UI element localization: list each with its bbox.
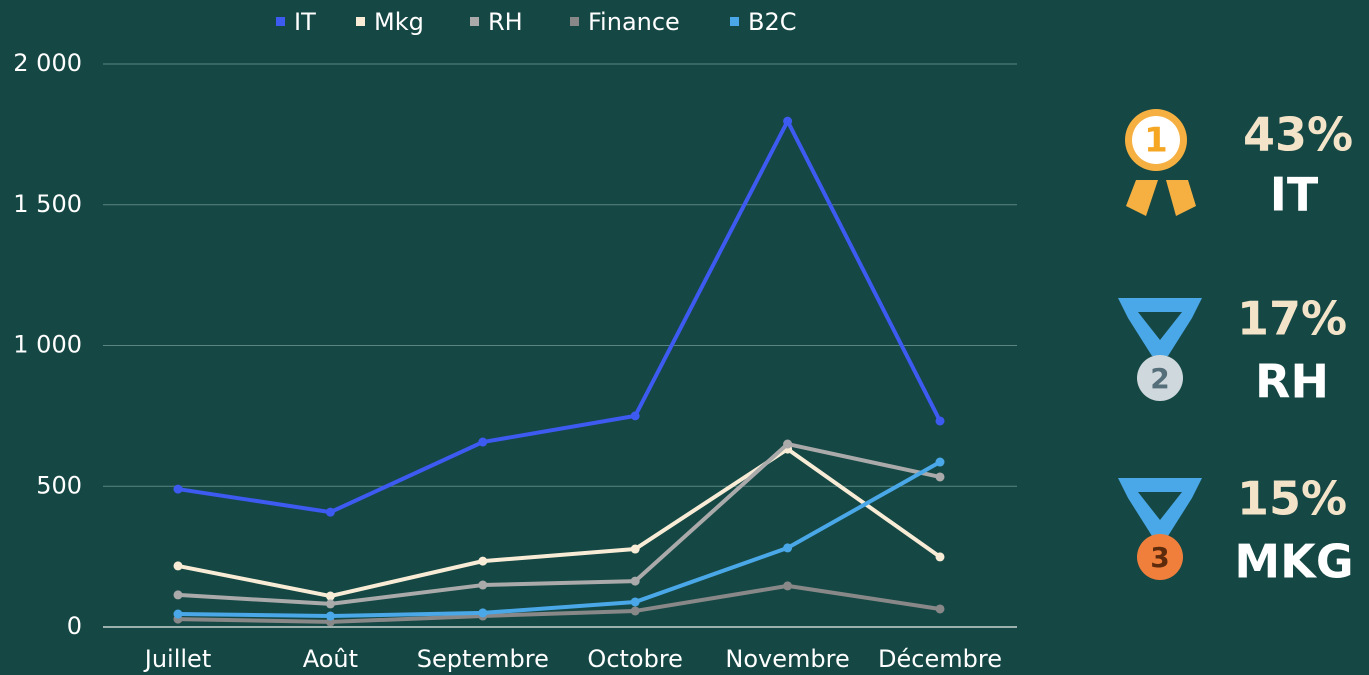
data-point [325,591,335,601]
x-tick-label: Août [303,645,358,673]
series-line [177,442,941,606]
svg-text:3: 3 [1150,541,1169,574]
data-point [173,609,183,619]
series-line [177,583,941,624]
x-tick-label: Octobre [587,645,683,673]
rank-label: IT [1270,168,1319,222]
rank-label: RH [1255,355,1329,409]
data-point [783,581,793,591]
legend-swatch [470,17,479,26]
legend-label: B2C [748,8,797,36]
y-tick-label: 1 500 [13,190,82,218]
svg-text:2: 2 [1150,362,1169,395]
rank-label: MKG [1234,535,1353,589]
legend-swatch [356,17,365,26]
y-tick-label: 2 000 [13,49,82,77]
data-point [783,543,793,553]
rank-percent: 43% [1243,108,1353,162]
data-point [935,604,945,614]
data-point [783,116,793,126]
x-tick-label: Décembre [878,645,1002,673]
data-point [935,457,945,467]
data-point [478,608,488,618]
data-point [325,599,335,609]
x-tick-label: Juillet [143,645,211,673]
data-point [630,576,640,586]
data-point [935,552,945,562]
data-point [630,606,640,616]
legend-swatch [570,17,579,26]
svg-text:1: 1 [1144,121,1168,161]
data-point [783,439,793,449]
legend-swatch [730,17,739,26]
gold-medal: 1 [1125,109,1196,216]
legend-label: Mkg [374,8,424,36]
y-tick-label: 500 [36,471,82,499]
data-point [630,544,640,554]
series-line [177,119,942,515]
legend-label: RH [488,8,523,36]
legend-swatch [276,17,285,26]
legend-label: IT [294,8,316,36]
data-point [173,484,183,494]
rank-percent: 15% [1237,472,1347,526]
x-tick-label: Novembre [725,645,849,673]
rank-percent: 17% [1237,292,1347,346]
data-point [325,507,335,517]
data-point [478,556,488,566]
legend-label: Finance [588,8,680,36]
data-point [630,597,640,607]
data-point [630,411,640,421]
data-point [478,580,488,590]
silver-medal: 2 [1118,298,1202,401]
y-tick-label: 1 000 [13,331,82,359]
data-point [935,416,945,426]
series-line [177,447,942,599]
series-line [177,460,941,619]
data-point [478,437,488,447]
data-point [173,561,183,571]
x-tick-label: Septembre [417,645,549,673]
data-point [325,611,335,621]
y-tick-label: 0 [67,612,82,640]
bronze-medal: 3 [1118,478,1202,580]
data-point [935,472,945,482]
data-point [173,590,183,600]
